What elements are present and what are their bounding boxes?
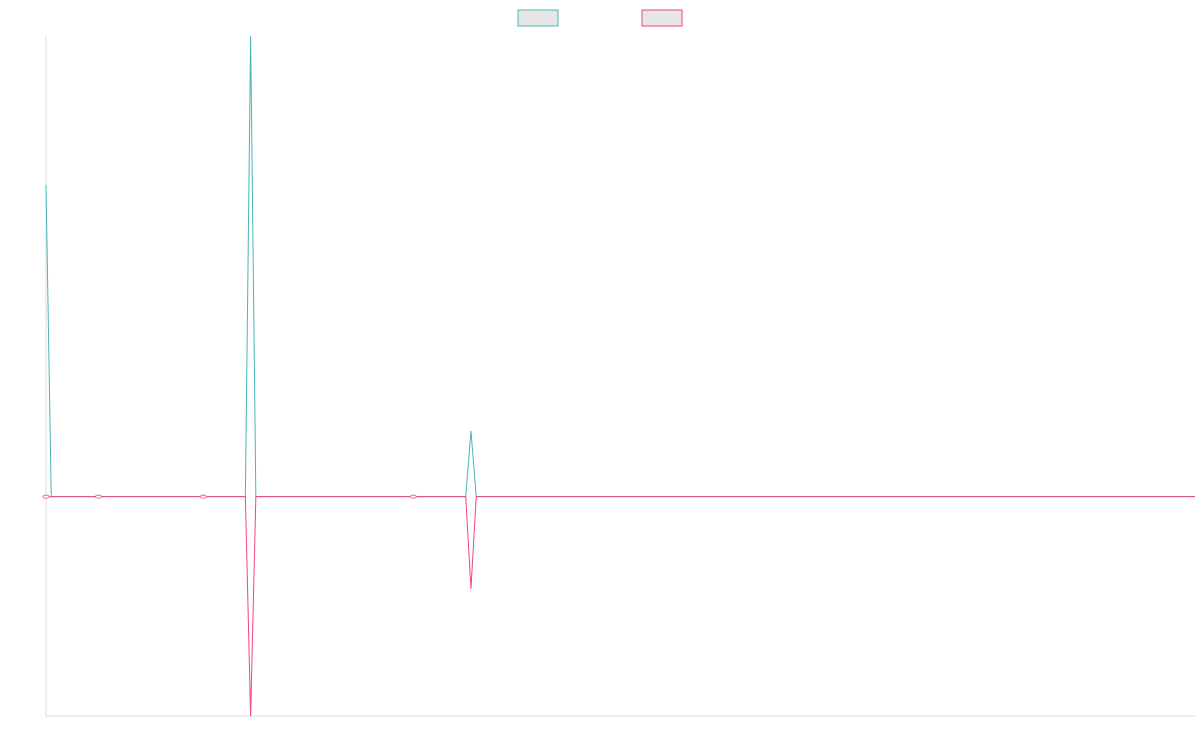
data-point-marker[interactable] [409, 494, 417, 499]
data-point-marker[interactable] [95, 494, 102, 499]
series-line-1[interactable] [45, 35, 1195, 498]
legend [517, 9, 683, 27]
legend-swatch-2[interactable] [641, 9, 683, 27]
data-point-marker[interactable] [42, 494, 50, 499]
legend-swatch-1[interactable] [517, 9, 559, 27]
data-point-marker[interactable] [199, 494, 207, 499]
plot-area [42, 35, 1195, 717]
series-line-2[interactable] [46, 496, 1195, 717]
